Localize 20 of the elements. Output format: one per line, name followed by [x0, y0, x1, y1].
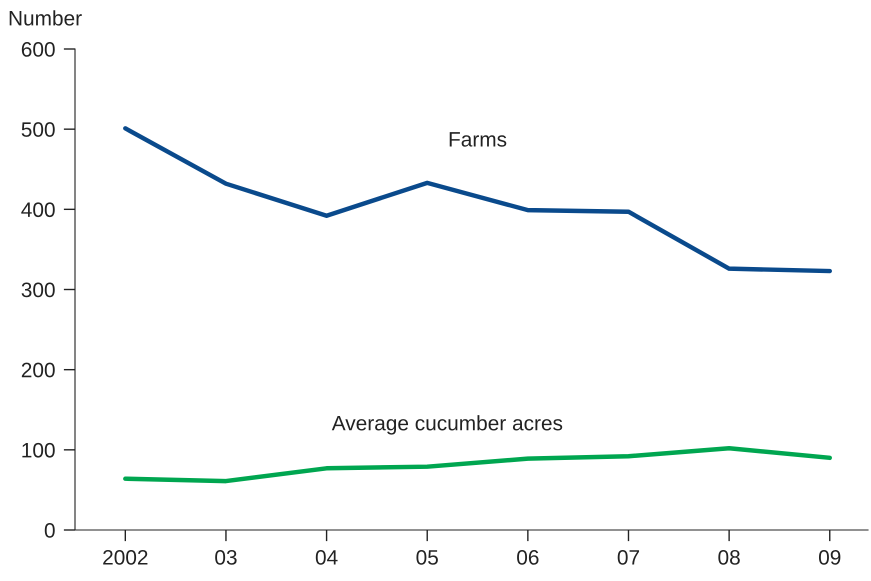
x-tick-label: 08: [718, 550, 740, 565]
x-tick-label: 09: [818, 550, 840, 565]
line-series: [123, 126, 832, 274]
series-label: Average cucumber acres: [332, 415, 562, 435]
line-series: [123, 446, 832, 484]
y-tick-label: 400: [21, 202, 55, 218]
x-tick-label: 04: [316, 550, 338, 565]
y-tick-label: 600: [22, 42, 55, 57]
x-tick-label: 2002: [103, 550, 148, 565]
y-tick-label: 300: [22, 282, 55, 298]
x-tick-label: 06: [517, 550, 539, 565]
y-tick-label: 100: [22, 442, 55, 458]
series-label: Farms: [450, 132, 506, 147]
y-axis-title: Number: [10, 10, 82, 26]
y-tick-label: 200: [22, 362, 55, 378]
x-tick-label: 05: [416, 550, 438, 565]
y-tick-label: 0: [44, 523, 55, 538]
x-tick-label: 03: [215, 550, 237, 565]
x-tick-label: 07: [618, 550, 640, 565]
y-tick-label: 500: [22, 122, 55, 137]
